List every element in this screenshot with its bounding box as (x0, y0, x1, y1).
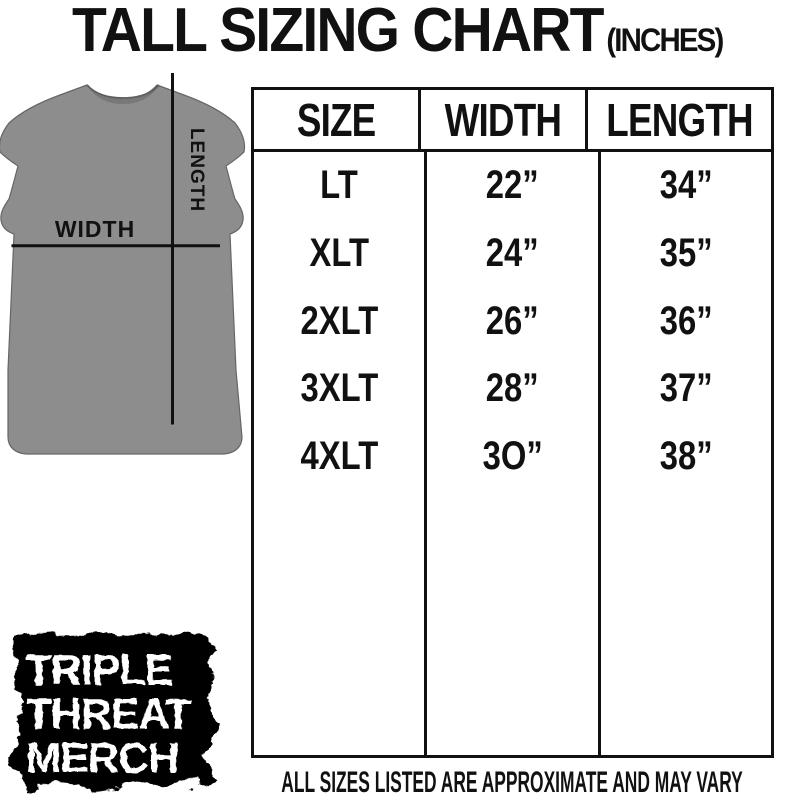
svg-text:TRIPLE: TRIPLE (26, 646, 173, 694)
svg-text:WIDTH: WIDTH (55, 216, 135, 242)
svg-text:THREAT: THREAT (26, 690, 192, 738)
svg-text:LENGTH: LENGTH (186, 128, 207, 212)
